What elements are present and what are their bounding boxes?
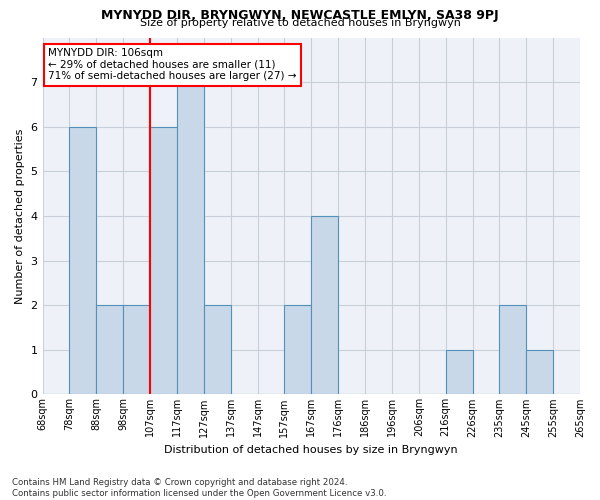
Text: Size of property relative to detached houses in Bryngwyn: Size of property relative to detached ho… bbox=[140, 18, 460, 28]
X-axis label: Distribution of detached houses by size in Bryngwyn: Distribution of detached houses by size … bbox=[164, 445, 458, 455]
Bar bbox=[123, 305, 150, 394]
Bar bbox=[177, 82, 204, 394]
Bar bbox=[96, 305, 123, 394]
Text: MYNYDD DIR: 106sqm
← 29% of detached houses are smaller (11)
71% of semi-detache: MYNYDD DIR: 106sqm ← 29% of detached hou… bbox=[48, 48, 296, 82]
Text: Contains HM Land Registry data © Crown copyright and database right 2024.
Contai: Contains HM Land Registry data © Crown c… bbox=[12, 478, 386, 498]
Bar bbox=[204, 305, 230, 394]
Text: MYNYDD DIR, BRYNGWYN, NEWCASTLE EMLYN, SA38 9PJ: MYNYDD DIR, BRYNGWYN, NEWCASTLE EMLYN, S… bbox=[101, 9, 499, 22]
Bar bbox=[446, 350, 473, 395]
Y-axis label: Number of detached properties: Number of detached properties bbox=[15, 128, 25, 304]
Bar bbox=[150, 126, 177, 394]
Bar bbox=[311, 216, 338, 394]
Bar bbox=[70, 126, 96, 394]
Bar bbox=[499, 305, 526, 394]
Bar bbox=[526, 350, 553, 395]
Bar bbox=[284, 305, 311, 394]
